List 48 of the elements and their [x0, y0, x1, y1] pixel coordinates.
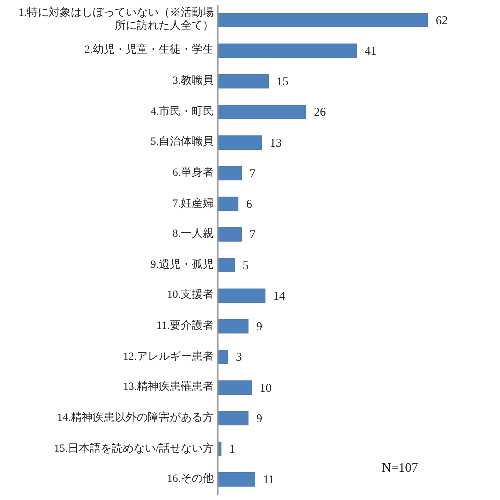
bar — [218, 105, 306, 120]
y-tick-label: 1.特に対象はしぼっていない（※活動場所に訪れた人全て） — [18, 7, 214, 34]
y-tick-label: 5.自治体職員 — [150, 136, 214, 150]
y-tick-label: 14.精神疾患以外の障害がある方 — [56, 412, 214, 425]
y-tick-label: 15.日本語を読めない/話せない方 — [53, 442, 214, 456]
y-tick-label: 10.支援者 — [166, 289, 214, 302]
y-tick-label: 7.妊産婦 — [172, 198, 214, 211]
bar — [218, 258, 236, 272]
y-tick-label: 11.要介護者 — [156, 320, 214, 334]
bar — [218, 319, 249, 334]
bar — [218, 136, 262, 150]
bar — [218, 166, 242, 181]
bar — [218, 472, 256, 487]
data-label: 6 — [246, 197, 252, 212]
data-label: 1 — [229, 442, 236, 456]
data-label: 62 — [436, 13, 448, 28]
y-tick-label: 12.アレルギー患者 — [122, 350, 214, 364]
y-tick-label: 3.教職員 — [172, 75, 214, 88]
data-label: 14 — [273, 288, 286, 303]
bar — [218, 350, 228, 364]
data-label: 26 — [314, 105, 326, 120]
data-label: 41 — [364, 44, 377, 58]
bar — [218, 288, 266, 304]
y-tick-label: 9.遺児・孤児 — [150, 258, 214, 272]
annotation: N=107 — [382, 460, 418, 476]
bar — [218, 411, 249, 426]
y-tick-label: 13.精神疾患罹患者 — [122, 381, 214, 394]
bar — [218, 380, 252, 395]
bar — [218, 228, 242, 242]
data-label: 5 — [242, 258, 249, 272]
bar — [218, 74, 270, 89]
bar — [218, 13, 428, 28]
bar — [218, 44, 358, 58]
data-label: 11 — [263, 472, 275, 487]
y-tick-label: 6.単身者 — [172, 166, 214, 180]
data-label: 13 — [270, 136, 282, 150]
data-label: 7 — [250, 166, 256, 180]
data-label: 3 — [236, 350, 242, 364]
data-label: 9 — [256, 411, 262, 426]
y-tick-label: 16.その他 — [166, 473, 214, 486]
data-label: 10 — [260, 380, 272, 395]
y-tick-label: 2.幼児・児童・生徒・学生 — [84, 44, 214, 58]
data-label: 15 — [276, 74, 289, 89]
data-label: 7 — [250, 228, 256, 242]
data-label: 9 — [256, 320, 262, 334]
y-tick-label: 8.一人親 — [172, 228, 214, 242]
y-tick-label: 4.市民・町民 — [150, 106, 214, 119]
bar — [218, 196, 239, 212]
